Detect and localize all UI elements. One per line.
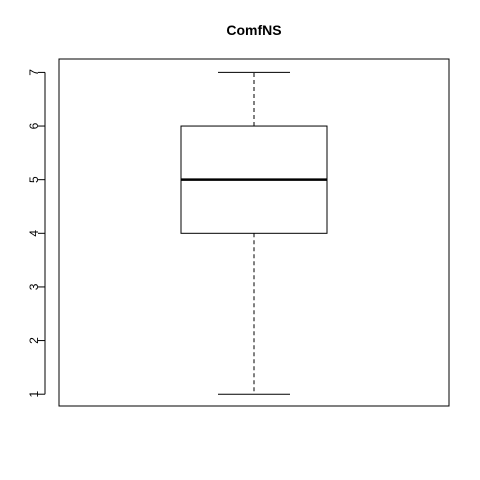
y-tick-label: 7 — [27, 69, 41, 76]
plot-frame — [58, 58, 450, 407]
box-group — [180, 71, 328, 395]
y-tick-label: 4 — [27, 230, 41, 237]
y-axis: 1 2 3 4 5 6 7 — [27, 69, 46, 398]
chart-title: ComfNS — [226, 22, 281, 38]
y-tick-label: 1 — [27, 391, 41, 398]
y-tick-label: 2 — [27, 337, 41, 344]
y-tick-label: 5 — [27, 176, 41, 183]
y-tick-label: 3 — [27, 283, 41, 290]
y-tick-label: 6 — [27, 122, 41, 129]
